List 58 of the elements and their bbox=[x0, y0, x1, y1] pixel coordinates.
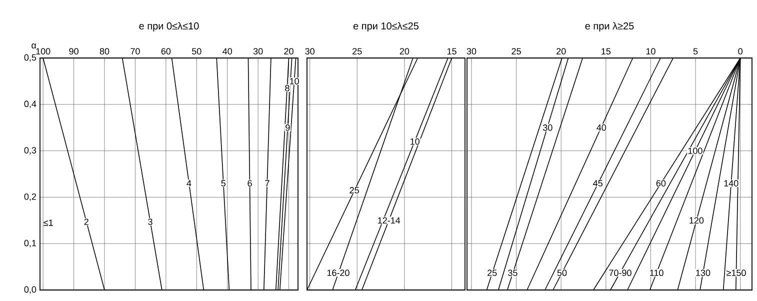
annotation: 2 bbox=[84, 218, 88, 225]
annotation: ≤1 bbox=[44, 220, 53, 226]
annotation: 8 bbox=[285, 84, 290, 92]
x-tick-label: 20 bbox=[556, 48, 566, 54]
annotation: 110 bbox=[650, 270, 664, 276]
x-tick-label: 100 bbox=[36, 48, 50, 54]
annotation: 25 bbox=[350, 187, 359, 194]
annotation: 10 bbox=[290, 78, 299, 84]
chart-title: e при 10≤λ≤25 bbox=[353, 22, 419, 32]
annotation: 3 bbox=[148, 218, 152, 225]
x-tick-label: 0 bbox=[738, 48, 743, 54]
annotation: 40 bbox=[596, 124, 606, 131]
annotation: 7 bbox=[265, 180, 270, 186]
x-tick-label: 40 bbox=[222, 48, 232, 54]
annotation: 16-20 bbox=[327, 270, 350, 276]
annotation: 12-14 bbox=[378, 217, 400, 224]
y-tick-label: 0,1 bbox=[24, 240, 36, 248]
annotation: 25 bbox=[488, 270, 497, 276]
x-tick-label: 60 bbox=[161, 48, 171, 54]
annotation: 130 bbox=[696, 270, 710, 276]
annotation: 10 bbox=[410, 138, 420, 145]
x-tick-label: 90 bbox=[69, 48, 78, 54]
x-tick-label: 10 bbox=[646, 48, 656, 54]
annotation: 60 bbox=[656, 180, 666, 186]
y-tick-label: 0,0 bbox=[24, 286, 36, 294]
y-tick-label: 0,3 bbox=[24, 147, 36, 155]
annotation: 50 bbox=[557, 270, 567, 276]
x-tick-label: 50 bbox=[192, 48, 202, 54]
annotation: ≥150 bbox=[726, 270, 746, 276]
x-tick-label: 80 bbox=[100, 48, 110, 54]
x-tick-label: 15 bbox=[602, 48, 611, 54]
annotation: 30 bbox=[543, 124, 552, 131]
x-tick-label: 30 bbox=[253, 48, 263, 54]
x-tick-label: 15 bbox=[447, 48, 456, 54]
annotation: 9 bbox=[286, 124, 290, 131]
x-tick-label: 20 bbox=[400, 48, 410, 54]
annotation: 70-90 bbox=[609, 270, 632, 276]
x-tick-label: 30 bbox=[305, 48, 314, 54]
y-tick-label: 0,4 bbox=[24, 100, 36, 108]
y-axis-title: α bbox=[32, 44, 36, 48]
annotation: 6 bbox=[248, 180, 252, 186]
x-tick-label: 20 bbox=[284, 48, 294, 54]
annotation: 140 bbox=[724, 180, 738, 186]
x-tick-label: 30 bbox=[466, 48, 476, 54]
annotation: 4 bbox=[186, 180, 192, 186]
annotation: 35 bbox=[508, 270, 518, 276]
annotation: 120 bbox=[690, 217, 704, 224]
chart-title: e при 0≤λ≤10 bbox=[139, 22, 199, 32]
chart-title: e при λ≥25 bbox=[585, 22, 634, 32]
x-tick-label: 5 bbox=[693, 48, 698, 54]
annotation: 100 bbox=[688, 148, 702, 154]
x-tick-label: 25 bbox=[352, 48, 362, 54]
y-tick-label: 0,5 bbox=[24, 54, 36, 62]
annotation: 45 bbox=[593, 180, 602, 186]
x-tick-label: 70 bbox=[130, 48, 140, 54]
y-tick-label: 0,2 bbox=[24, 193, 36, 201]
annotation: 5 bbox=[221, 180, 226, 186]
x-tick-label: 25 bbox=[512, 48, 521, 54]
